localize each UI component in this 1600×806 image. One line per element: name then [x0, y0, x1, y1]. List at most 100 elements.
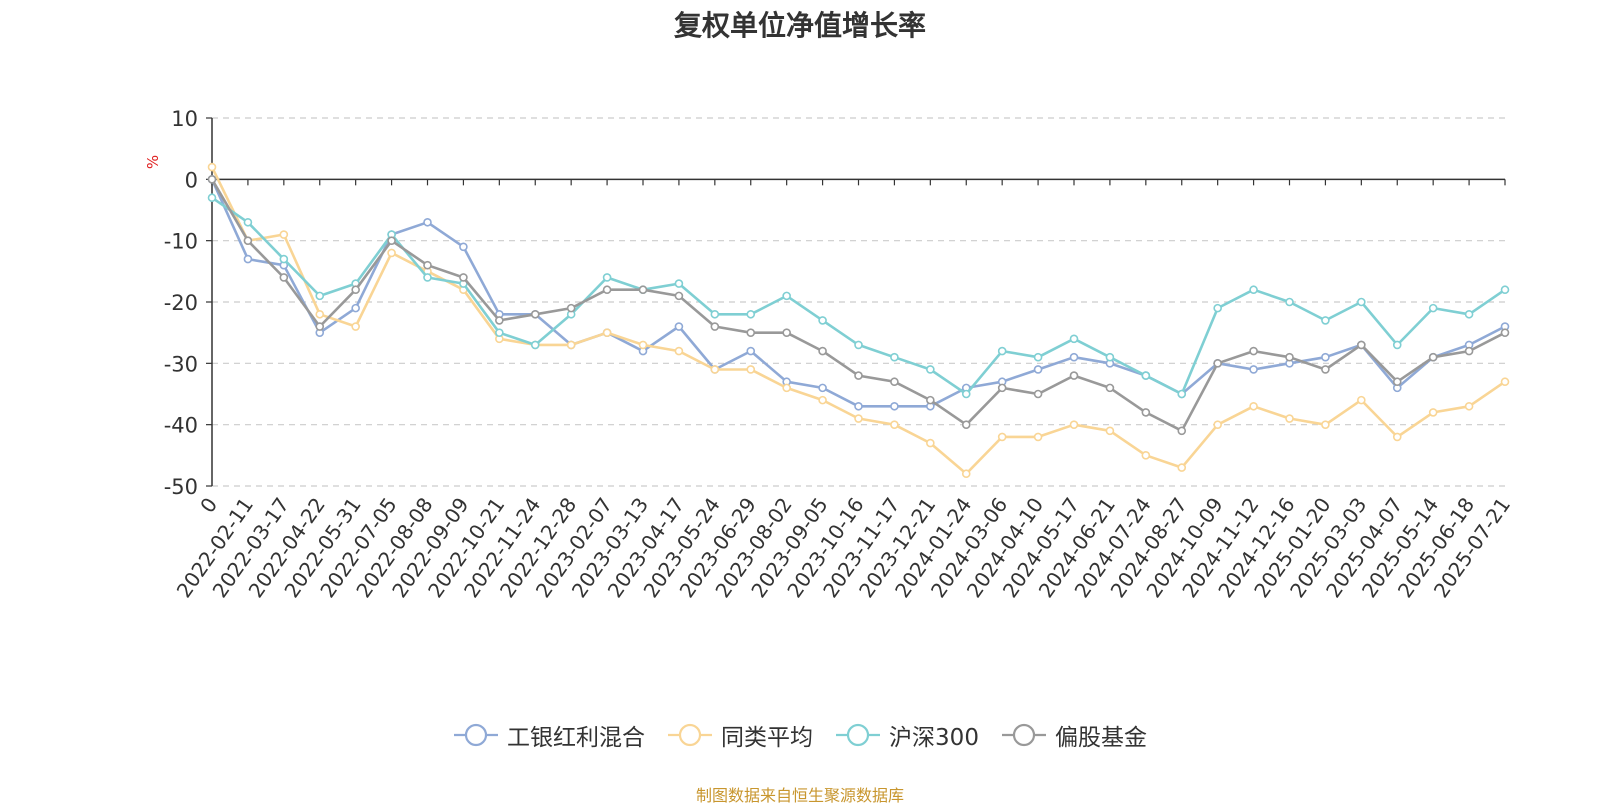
series-point-3[interactable] — [926, 395, 935, 405]
series-point-3[interactable] — [602, 285, 612, 295]
series-point-3[interactable] — [1177, 426, 1187, 436]
series-point-2[interactable] — [495, 328, 504, 337]
series-point-2[interactable] — [926, 365, 935, 374]
series-point-1[interactable] — [818, 395, 827, 405]
series-point-0[interactable] — [243, 254, 253, 264]
series-point-1[interactable] — [1428, 408, 1438, 417]
series-point-2[interactable] — [1141, 371, 1151, 380]
series-point-1[interactable] — [710, 365, 720, 374]
series-point-0[interactable] — [1033, 365, 1043, 374]
series-point-3[interactable] — [638, 285, 648, 295]
legend-item-1[interactable]: 同类平均 — [667, 718, 813, 752]
series-point-3[interactable] — [387, 236, 396, 245]
series-point-1[interactable] — [926, 438, 935, 448]
series-point-3[interactable] — [1285, 352, 1294, 362]
series-point-2[interactable] — [530, 340, 540, 350]
series-point-1[interactable] — [1177, 463, 1187, 472]
series-point-1[interactable] — [1141, 451, 1151, 460]
series-point-2[interactable] — [1177, 389, 1187, 399]
series-point-2[interactable] — [243, 217, 253, 227]
series-point-3[interactable] — [243, 236, 253, 245]
series-point-2[interactable] — [1213, 303, 1222, 313]
series-point-3[interactable] — [530, 309, 540, 319]
series-point-2[interactable] — [674, 279, 684, 288]
series-point-3[interactable] — [890, 377, 899, 387]
series-point-1[interactable] — [279, 230, 289, 239]
series-point-0[interactable] — [423, 217, 432, 227]
series-point-1[interactable] — [1500, 377, 1510, 387]
series-point-2[interactable] — [1357, 297, 1366, 307]
series-point-2[interactable] — [997, 346, 1007, 356]
series-point-2[interactable] — [782, 291, 791, 301]
series-point-2[interactable] — [423, 273, 432, 282]
series-point-1[interactable] — [1033, 432, 1043, 442]
series-point-2[interactable] — [1105, 352, 1115, 362]
series-point-3[interactable] — [1249, 346, 1258, 356]
series-point-2[interactable] — [1069, 334, 1079, 344]
series-point-3[interactable] — [961, 420, 971, 429]
series-point-3[interactable] — [351, 285, 360, 295]
series-point-1[interactable] — [602, 328, 612, 337]
series-point-2[interactable] — [890, 352, 899, 362]
series-point-3[interactable] — [1105, 383, 1115, 393]
series-point-1[interactable] — [1213, 420, 1222, 429]
series-point-1[interactable] — [387, 248, 396, 258]
series-point-3[interactable] — [279, 273, 289, 282]
series-point-0[interactable] — [674, 322, 684, 331]
series-point-1[interactable] — [890, 420, 899, 429]
series-point-3[interactable] — [1500, 328, 1510, 337]
series-point-0[interactable] — [890, 401, 899, 411]
series-point-0[interactable] — [459, 242, 468, 252]
series-point-3[interactable] — [1033, 389, 1043, 399]
series-point-1[interactable] — [746, 365, 756, 374]
series-point-3[interactable] — [1141, 408, 1151, 417]
series-point-3[interactable] — [1357, 340, 1366, 350]
series-point-2[interactable] — [1500, 285, 1510, 295]
series-point-3[interactable] — [207, 175, 217, 184]
series-point-0[interactable] — [1249, 365, 1258, 374]
series-point-0[interactable] — [1069, 352, 1079, 362]
series-point-1[interactable] — [782, 383, 791, 393]
series-point-1[interactable] — [1392, 432, 1402, 442]
series-point-1[interactable] — [566, 340, 576, 350]
series-point-3[interactable] — [818, 346, 827, 356]
series-point-2[interactable] — [746, 309, 756, 319]
series-point-3[interactable] — [566, 303, 576, 313]
series-point-1[interactable] — [1285, 414, 1294, 423]
series-point-2[interactable] — [710, 309, 720, 319]
series-point-1[interactable] — [961, 469, 971, 479]
series-point-3[interactable] — [674, 291, 684, 301]
series-point-2[interactable] — [315, 291, 325, 301]
series-point-1[interactable] — [638, 340, 648, 350]
series-point-3[interactable] — [1213, 359, 1222, 368]
series-point-2[interactable] — [1464, 309, 1474, 319]
series-point-1[interactable] — [1357, 395, 1366, 405]
series-point-2[interactable] — [207, 193, 217, 203]
series-point-1[interactable] — [315, 309, 325, 319]
series-point-2[interactable] — [1392, 340, 1402, 350]
series-point-1[interactable] — [674, 346, 684, 356]
series-point-2[interactable] — [1285, 297, 1294, 307]
series-point-0[interactable] — [854, 401, 863, 411]
series-point-0[interactable] — [818, 383, 827, 393]
series-point-2[interactable] — [1249, 285, 1258, 295]
series-point-1[interactable] — [351, 322, 360, 331]
series-point-3[interactable] — [710, 322, 720, 331]
legend-item-2[interactable]: 沪深300 — [835, 718, 979, 752]
series-point-2[interactable] — [279, 254, 289, 264]
series-point-1[interactable] — [1249, 401, 1258, 411]
series-point-3[interactable] — [997, 383, 1007, 393]
series-point-3[interactable] — [1392, 377, 1402, 387]
series-point-2[interactable] — [1033, 352, 1043, 362]
series-point-3[interactable] — [459, 273, 468, 282]
series-point-1[interactable] — [1105, 426, 1115, 436]
series-point-2[interactable] — [854, 340, 863, 350]
series-point-0[interactable] — [1321, 352, 1330, 362]
series-point-1[interactable] — [1321, 420, 1330, 429]
series-point-3[interactable] — [1069, 371, 1079, 380]
series-point-3[interactable] — [1321, 365, 1330, 374]
series-point-1[interactable] — [1069, 420, 1079, 429]
series-point-1[interactable] — [1464, 401, 1474, 411]
series-point-2[interactable] — [1428, 303, 1438, 313]
legend-item-0[interactable]: 工银红利混合 — [453, 718, 645, 752]
